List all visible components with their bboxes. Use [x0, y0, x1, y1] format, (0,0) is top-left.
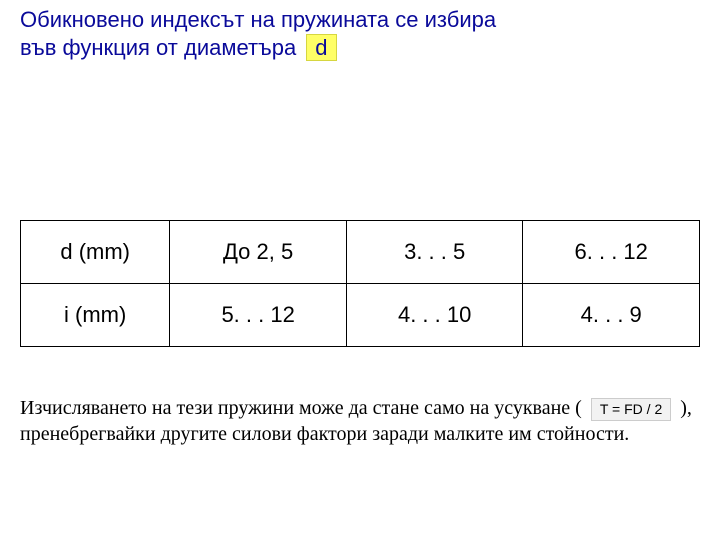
title-line-2-text: във функция от диаметъра: [20, 34, 296, 62]
cell-i-col1: 5. . . 12: [170, 284, 347, 347]
d-symbol-highlight: d: [306, 34, 336, 61]
title-block: Обикновено индексът на пружината се изби…: [20, 6, 496, 61]
cell-d-col1: До 2, 5: [170, 221, 347, 284]
cell-i-col2: 4. . . 10: [346, 284, 523, 347]
cell-i-col3: 4. . . 9: [523, 284, 700, 347]
formula-box: T = FD / 2: [591, 398, 671, 420]
footer-paragraph: Изчисляването на тези пружини може да ст…: [20, 395, 700, 447]
page: Обикновено индексът на пружината се изби…: [0, 0, 720, 540]
title-line-1: Обикновено индексът на пружината се изби…: [20, 6, 496, 34]
cell-d-col2: 3. . . 5: [346, 221, 523, 284]
cell-i-header: i (mm): [21, 284, 170, 347]
cell-d-col3: 6. . . 12: [523, 221, 700, 284]
table-row: d (mm) До 2, 5 3. . . 5 6. . . 12: [21, 221, 700, 284]
table-row: i (mm) 5. . . 12 4. . . 10 4. . . 9: [21, 284, 700, 347]
cell-d-header: d (mm): [21, 221, 170, 284]
title-line-2: във функция от диаметъра d: [20, 34, 496, 62]
spring-index-table: d (mm) До 2, 5 3. . . 5 6. . . 12 i (mm)…: [20, 220, 700, 347]
footer-text-before: Изчисляването на тези пружини може да ст…: [20, 397, 582, 419]
